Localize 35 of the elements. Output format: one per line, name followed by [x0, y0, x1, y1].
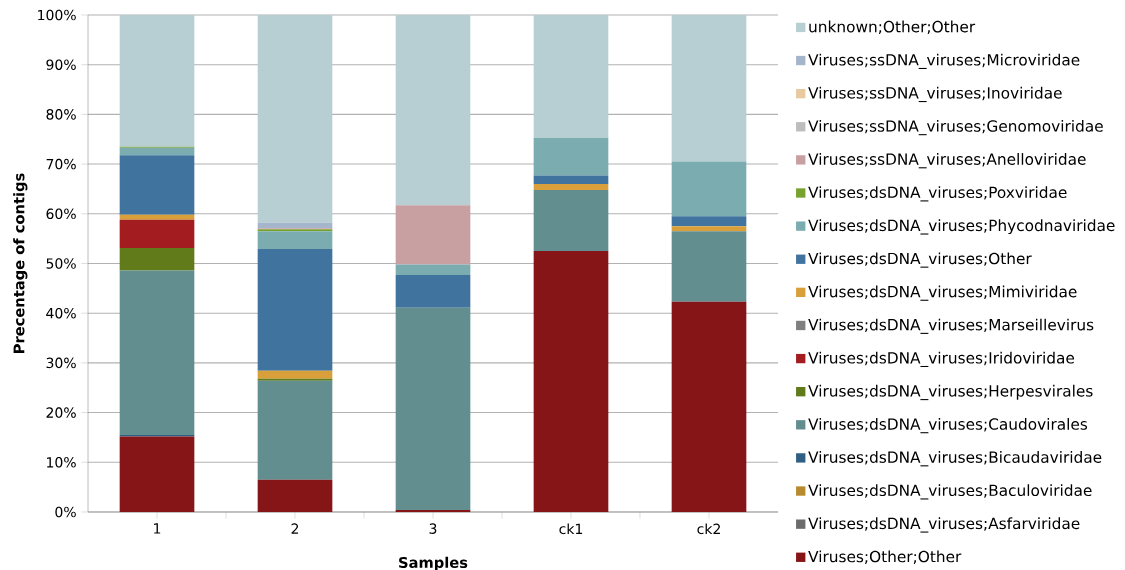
y-tick-label: 80%: [46, 109, 76, 120]
legend-label: Viruses;dsDNA_viruses;Mimiviridae: [808, 285, 1077, 301]
y-tick-label: 10%: [47, 456, 76, 468]
y-tick-label: 0%: [55, 506, 76, 518]
y-tick-label: 50%: [46, 258, 76, 269]
legend-label: Viruses;dsDNA_viruses;Poxviridae: [808, 186, 1067, 202]
legend-label: Viruses;ssDNA_viruses;Microviridae: [808, 53, 1080, 69]
legend-label: Viruses;dsDNA_viruses;Marseillevirus: [808, 318, 1094, 334]
y-tick-label: 30%: [46, 357, 76, 369]
y-tick-label: 60%: [46, 208, 76, 220]
legend-label: Viruses;dsDNA_viruses;Phycodnaviridae: [808, 219, 1115, 235]
legend-label: Viruses;dsDNA_viruses;Caudovirales: [808, 417, 1088, 434]
legend-label: Viruses;Other;Other: [808, 550, 962, 564]
legend-label: Viruses;ssDNA_viruses;Genomoviridae: [808, 119, 1103, 136]
y-tick-label: 20%: [46, 407, 76, 418]
legend-label: Viruses;dsDNA_viruses;Herpesvirales: [808, 384, 1093, 401]
y-tick-label: 40%: [46, 307, 76, 319]
legend-label: Viruses;dsDNA_viruses;Baculoviridae: [808, 484, 1092, 500]
x-tick-label: ck2: [697, 523, 720, 535]
legend-label: Viruses;ssDNA_viruses;Inoviridae: [808, 86, 1062, 103]
x-tick-label: 3: [429, 523, 437, 534]
y-tick-label: 100%: [38, 9, 76, 21]
y-axis-title: Precentage of contigs: [13, 173, 28, 353]
x-tick-label: ck1: [559, 523, 583, 535]
legend-label: Viruses;dsDNA_viruses;Other: [808, 252, 1032, 268]
y-tick-label: 90%: [46, 59, 76, 70]
legend-label: Viruses;ssDNA_viruses;Anelloviridae: [808, 153, 1086, 169]
legend-label: Viruses;dsDNA_viruses;Bicaudaviridae: [808, 451, 1102, 467]
legend-label: unknown;Other;Other: [809, 20, 976, 35]
y-tick-label: 70%: [46, 158, 76, 170]
legend-label: Viruses;dsDNA_viruses;Asfarviridae: [808, 517, 1080, 533]
x-tick-label: 2: [291, 523, 299, 534]
x-tick-label: 1: [154, 523, 161, 534]
x-axis-title: Samples: [399, 556, 468, 570]
legend-label: Viruses;dsDNA_viruses;Iridoviridae: [808, 351, 1075, 368]
